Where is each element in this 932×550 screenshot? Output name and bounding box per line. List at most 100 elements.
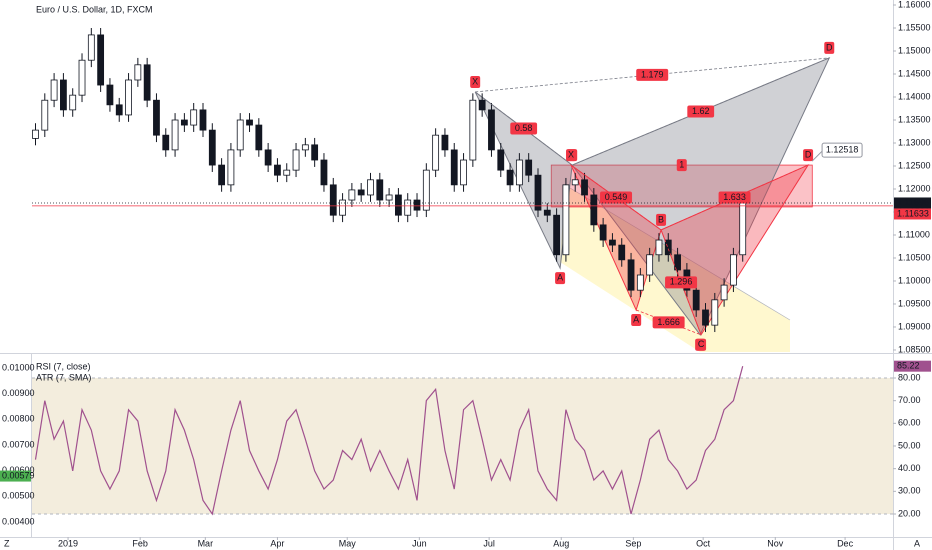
candle-body [739,199,747,256]
y-tick-label: 20.00 [898,508,921,518]
candle-body [571,179,579,186]
candle-body [367,179,374,196]
y-tick-label: 1.12000 [898,183,931,193]
y-tick-label: 60.00 [898,418,921,428]
rsi-band [32,378,893,514]
y-tick-label: 30.00 [898,486,921,496]
x-tick-label: Jul [483,538,495,548]
candle-body [720,284,728,301]
candle-body [450,149,458,186]
candle-body [674,254,681,271]
ratio-label: 1.62 [692,106,710,116]
ratio-label: 1.666 [657,317,680,327]
footer-left[interactable]: Z [4,538,10,548]
candle-body [562,184,570,256]
candle-body [153,99,160,136]
candle-body [618,244,626,261]
mark-layer: 1 0.58 1.62 1.179 X A B C D 0.549 1.666 1.296 1.633 X… [32,28,863,516]
ratio-label: 1.179 [641,69,664,79]
candle-body [422,169,430,211]
zone-label-box [676,159,687,172]
y-tick-label: 1.16000 [898,0,931,9]
candle-body [283,169,291,176]
y-tick-label: 1.15000 [898,45,931,55]
target-pointer [811,150,823,162]
ratio-box [600,191,633,204]
candle-body [227,149,235,186]
y-tick-label: 1.11000 [898,229,930,239]
y2-tick-label: 0.00900 [2,388,35,398]
x-tick-label: Mar [198,538,214,548]
ratio-box [665,276,698,289]
price-tag-label: 1.11633 [897,208,929,218]
candle-body [376,179,384,201]
candle-body [664,239,672,256]
candle-body [469,99,477,161]
x-tick-label: May [339,538,357,548]
x-tick-label: Feb [132,538,148,548]
y2-tick-label: 0.00500 [2,491,35,501]
ratio-label: 1.296 [670,277,693,287]
ratio-box [636,68,669,81]
pattern-point-label: A [557,272,563,282]
candle-body [190,109,198,126]
candle-body [432,134,440,171]
ratio-label: 1.633 [723,192,746,202]
candle-body [255,124,263,151]
x-tick-label: Jun [412,538,427,548]
candle-body [311,144,319,161]
candle-body [320,159,328,186]
x-tick-label: Apr [270,538,284,548]
candle-body [41,99,49,131]
value-tag-label: 0.00579 [2,470,35,480]
candle-body [339,199,346,216]
candle-body [385,194,393,201]
candle-body [441,134,449,151]
candle-body [395,194,402,216]
y-tick-label: 1.10000 [898,275,931,285]
candle-body [460,159,467,186]
y-tick-label: 70.00 [898,395,921,405]
y-tick-label: 1.13500 [898,114,931,124]
candle-body [264,149,272,166]
ratio-label: 0.58 [515,123,533,133]
ratio-label: 0.549 [605,192,628,202]
pattern-point-label: D [826,42,833,52]
x-tick-label: Sep [625,538,641,548]
candle-body [134,64,142,81]
y-tick-label: 1.12500 [898,160,931,170]
rsi-line [34,366,744,516]
pattern-point [566,149,577,162]
x-tick-label: Nov [767,538,784,548]
candle-body [218,164,226,186]
y-tick-label: 80.00 [898,372,921,382]
candle-body [515,159,523,186]
value-tag [0,470,31,482]
y-tick-label: 1.14500 [898,68,931,78]
y-tick-label: 40.00 [898,463,921,473]
target-box [821,142,863,158]
candle-body [553,214,561,256]
y2-tick-label: 0.00700 [2,439,35,449]
price-tag-label: 1.11696 [897,197,929,207]
y-tick-label: 50.00 [898,440,921,450]
pattern-point-label: D [805,149,812,159]
y-tick-label: 1.10500 [898,252,931,262]
candle-body [543,209,551,216]
value-tag-label: 85.22 [897,361,920,371]
pattern-point [824,41,835,54]
indicator-name: RSI (7, close) [36,361,91,371]
footer-right[interactable]: A [914,538,920,548]
candle-body [646,254,654,276]
candle-body [180,119,188,126]
candle-body [162,134,170,151]
candle-body [413,199,421,211]
candle-body [329,184,337,216]
y-tick-label: 1.08500 [898,344,931,354]
y2-tick-label: 0.00800 [2,414,35,424]
pattern-point [555,272,566,285]
candle-body [199,109,207,131]
candle-body [274,164,281,176]
candle-body [69,94,77,111]
